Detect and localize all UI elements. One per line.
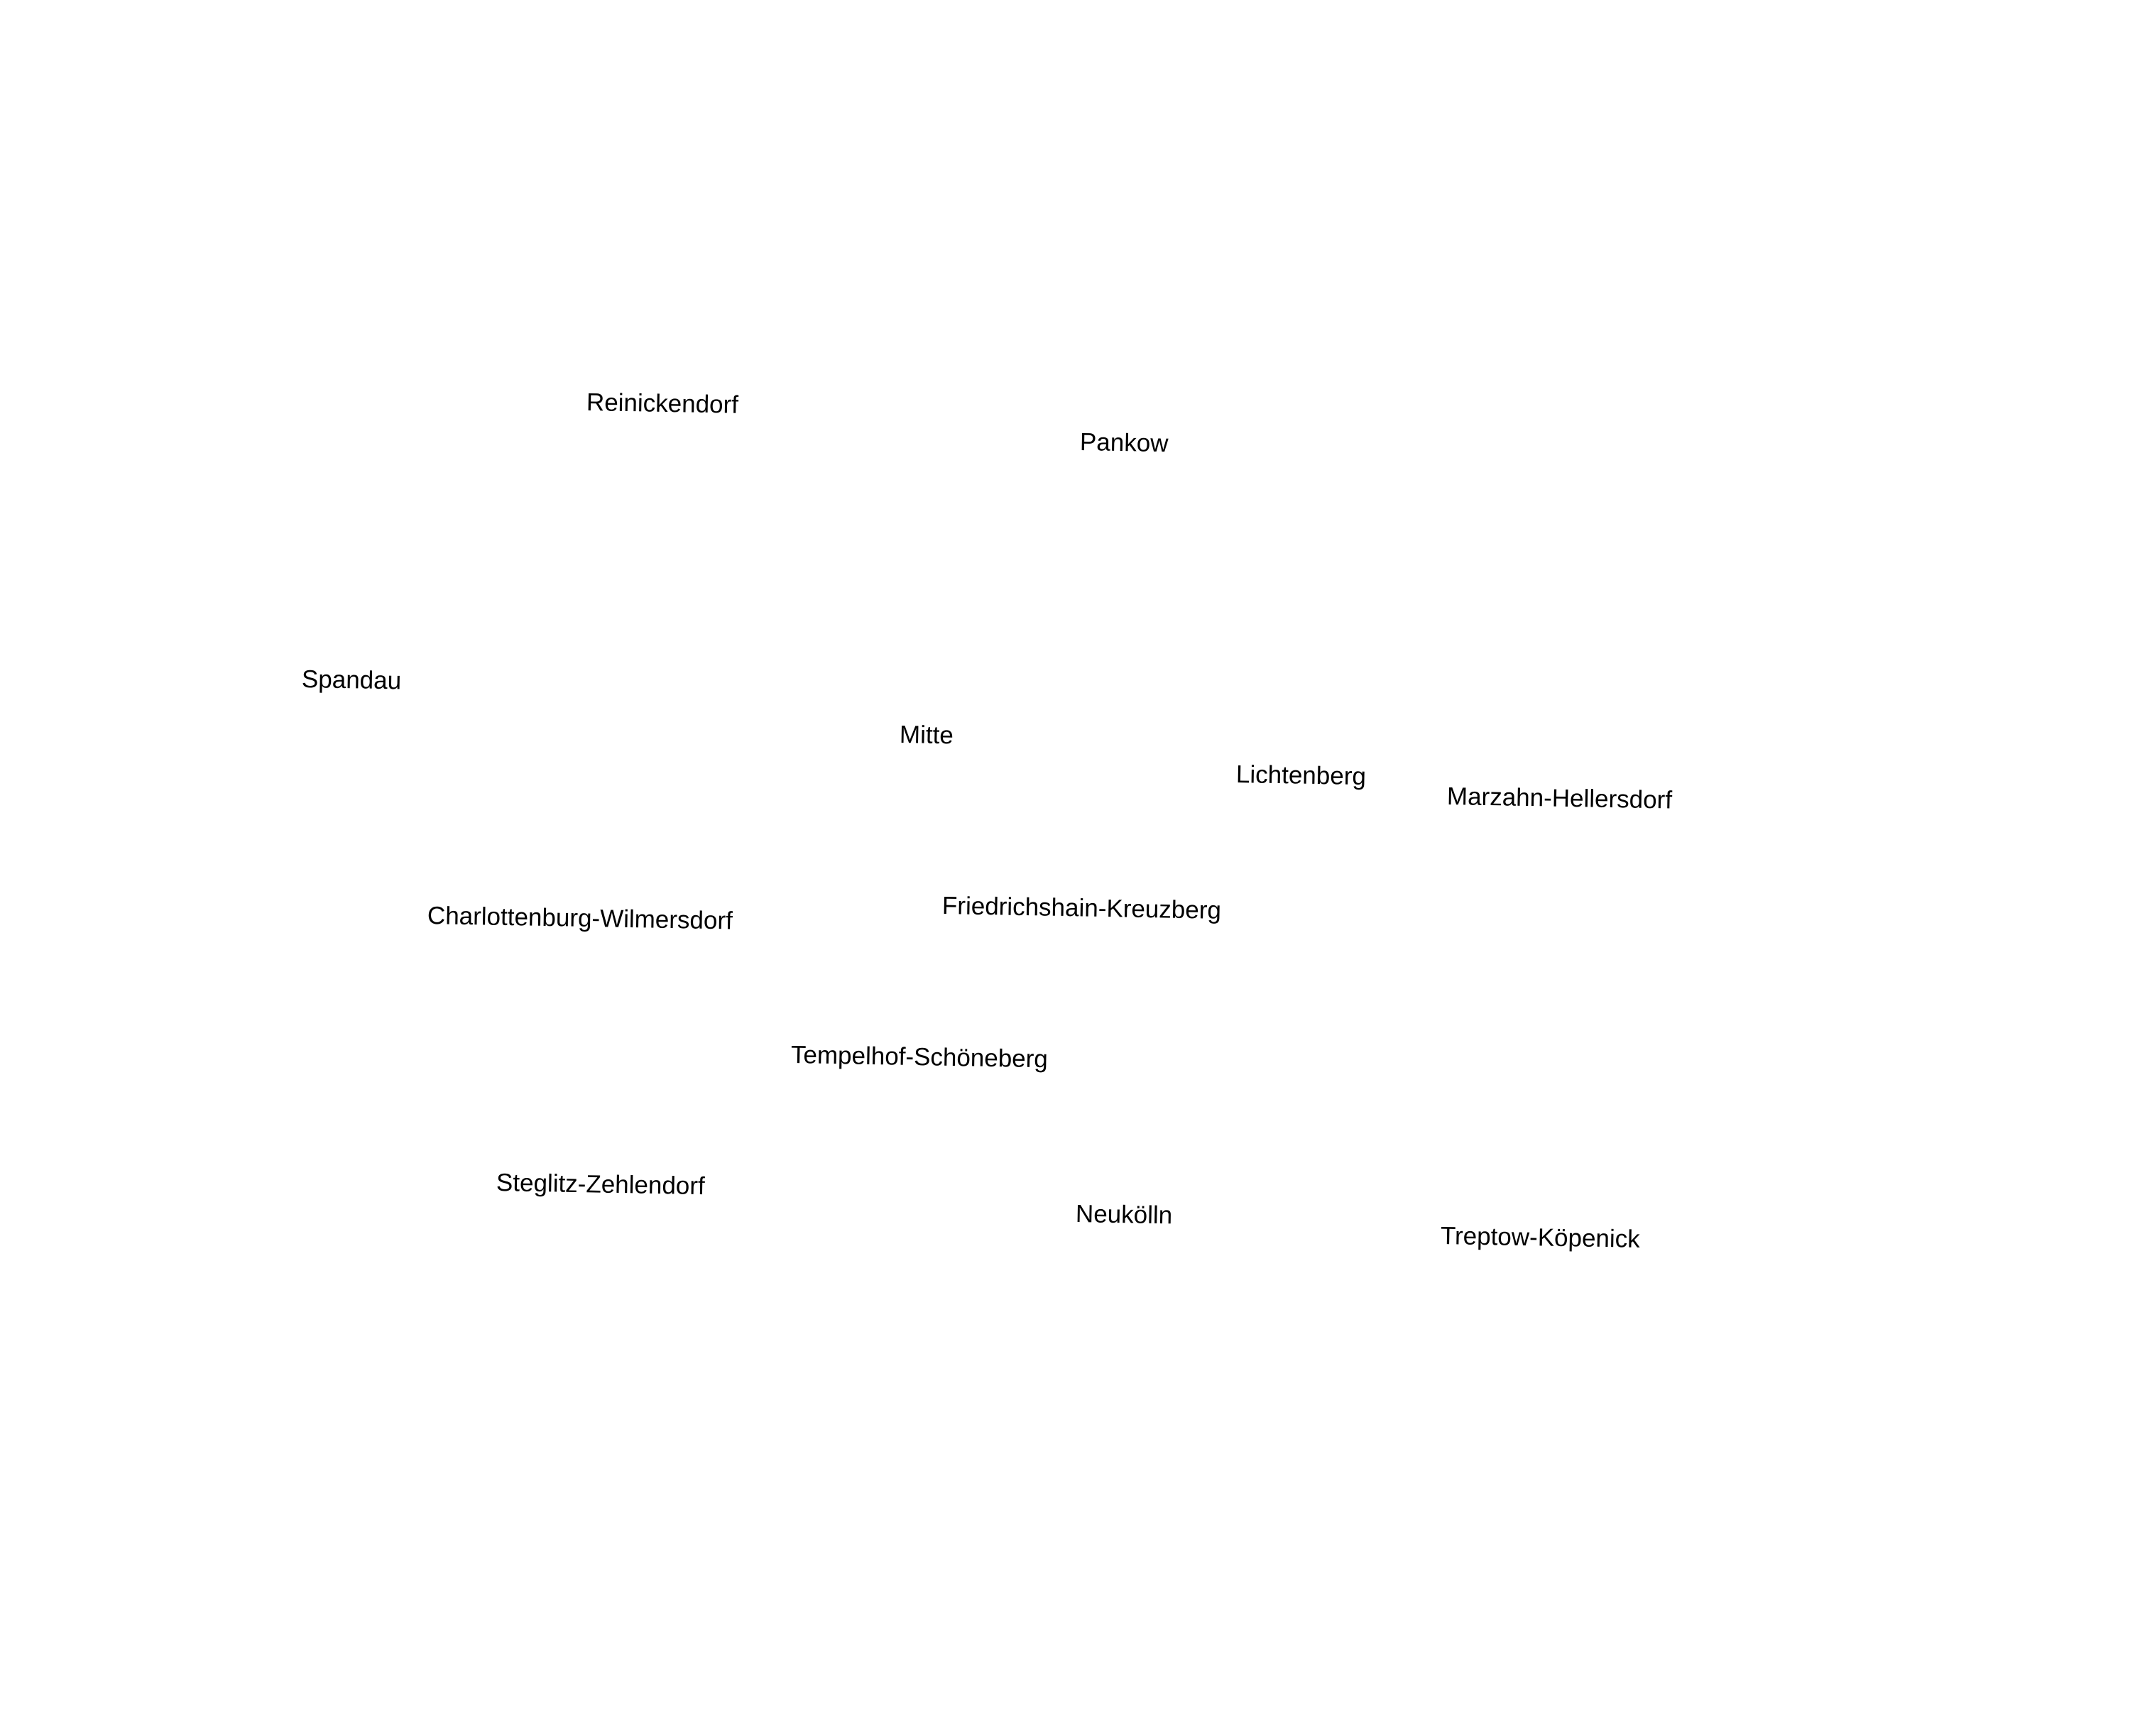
district-label-spandau: Spandau xyxy=(301,665,402,695)
district-label-steglitz-zehlendorf: Steglitz-Zehlendorf xyxy=(496,1169,706,1201)
district-label-tempelhof-schoeneberg: Tempelhof-Schöneberg xyxy=(790,1041,1049,1074)
district-label-reinickendorf: Reinickendorf xyxy=(586,388,739,419)
district-label-mitte: Mitte xyxy=(899,721,954,750)
district-label-treptow-koepenick: Treptow-Köpenick xyxy=(1440,1222,1641,1253)
district-label-marzahn-hellersdorf: Marzahn-Hellersdorf xyxy=(1446,782,1673,814)
district-label-charlottenburg-wilmersdorf: Charlottenburg-Wilmersdorf xyxy=(427,902,733,935)
district-label-friedrichshain-kreuzberg: Friedrichshain-Kreuzberg xyxy=(941,892,1222,924)
district-label-pankow: Pankow xyxy=(1079,428,1169,458)
district-label-lichtenberg: Lichtenberg xyxy=(1235,760,1367,791)
district-label-neukoelln: Neukölln xyxy=(1075,1200,1173,1230)
